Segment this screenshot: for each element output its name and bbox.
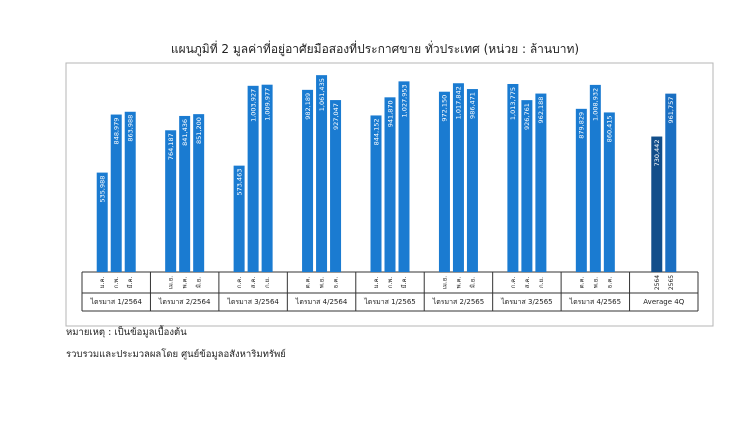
bar xyxy=(452,83,464,272)
x-tick-label: ก.พ. xyxy=(387,277,394,288)
source-note: รวบรวมและประมวลผลโดย ศูนย์ข้อมูลอสังหาริ… xyxy=(66,349,286,360)
x-tick-label: ส.ค. xyxy=(250,277,257,289)
bar xyxy=(96,172,108,272)
bar xyxy=(535,93,547,272)
bar xyxy=(603,112,615,272)
x-tick-label: พ.ย. xyxy=(319,277,326,288)
bar-value-label: 926,761 xyxy=(523,103,531,130)
bar xyxy=(507,83,519,273)
group-label: ไตรมาส 4/2565 xyxy=(569,297,622,306)
bar xyxy=(110,114,122,273)
x-tick-label: ก.ย. xyxy=(264,277,271,288)
bar xyxy=(575,108,587,272)
bar xyxy=(330,100,342,272)
bar xyxy=(589,84,601,272)
x-tick-label: ก.ย. xyxy=(538,277,545,288)
group-label: ไตรมาส 2/2564 xyxy=(158,297,211,306)
bar-value-label: 982,189 xyxy=(304,93,312,120)
plot-frame xyxy=(65,62,714,327)
x-tick-label: ธ.ค. xyxy=(606,277,613,289)
bar-value-label: 764,187 xyxy=(167,133,175,160)
x-tick-label: ต.ค. xyxy=(305,277,312,289)
x-tick-label: ก.ค. xyxy=(236,277,243,289)
bar xyxy=(521,100,533,272)
x-tick-label: ม.ค. xyxy=(373,277,380,289)
x-tick-label: ธ.ค. xyxy=(333,277,340,289)
chart-title: แผนภูมิที่ 2 มูลค่าที่อยู่อาศัยมือสองที่… xyxy=(170,42,580,56)
bar-value-label: 962,188 xyxy=(537,97,545,124)
bar-value-label: 844,152 xyxy=(372,118,380,145)
x-tick-label: เม.ย. xyxy=(441,276,448,289)
bar-value-label: 986,471 xyxy=(469,92,477,119)
bar-value-label: 927,047 xyxy=(332,103,340,130)
bar-value-label: 851,200 xyxy=(195,117,203,144)
group-label: ไตรมาส 4/2564 xyxy=(295,297,348,306)
footnote: หมายเหตุ : เป็นข้อมูลเบื้องต้น xyxy=(66,327,187,338)
bar-value-label: 863,988 xyxy=(127,115,135,142)
bar xyxy=(665,93,677,273)
bar xyxy=(370,115,382,272)
bar-value-label: 1,013,775 xyxy=(509,87,517,120)
bar-value-label: 730,442 xyxy=(653,140,661,167)
bar-value-label: 961,757 xyxy=(667,97,675,124)
bar xyxy=(651,136,663,272)
bar-value-label: 573,463 xyxy=(235,169,243,196)
x-tick-label: 2564 xyxy=(654,275,661,290)
bar xyxy=(165,130,177,272)
bar-value-label: 1,061,435 xyxy=(318,78,326,111)
bar xyxy=(398,81,410,272)
group-label: ไตรมาส 3/2564 xyxy=(226,297,279,306)
x-tick-label: มิ.ย. xyxy=(196,277,203,288)
bar xyxy=(466,89,478,272)
bar xyxy=(233,165,245,272)
bar xyxy=(261,84,273,272)
bar xyxy=(124,111,136,272)
bar-value-label: 1,008,932 xyxy=(592,88,600,121)
bar-value-label: 972,150 xyxy=(441,95,449,122)
x-tick-label: มิ.ย. xyxy=(469,277,476,288)
x-tick-label: ก.พ. xyxy=(113,277,120,288)
bar xyxy=(193,114,205,273)
bar-value-label: 879,829 xyxy=(578,112,586,139)
group-label: ไตรมาส 1/2564 xyxy=(89,297,142,306)
x-tick-label: พ.ค. xyxy=(182,277,189,289)
x-tick-label: มี.ค. xyxy=(126,277,134,289)
x-tick-label: 2565 xyxy=(668,275,675,290)
bar-value-label: 1,003,927 xyxy=(249,89,257,122)
bar-value-label: 1,017,842 xyxy=(455,86,463,119)
bar xyxy=(302,89,314,272)
group-label: ไตรมาส 2/2565 xyxy=(432,297,485,306)
bar-value-label: 860,415 xyxy=(606,115,614,142)
x-tick-label: เม.ย. xyxy=(168,276,175,289)
bar-value-label: 1,009,977 xyxy=(263,88,271,121)
bar-value-label: 848,979 xyxy=(113,118,121,145)
x-tick-label: ต.ค. xyxy=(578,277,585,289)
bar xyxy=(384,97,396,272)
x-tick-label: มี.ค. xyxy=(400,277,408,289)
x-tick-label: ก.ค. xyxy=(510,277,517,289)
bar-value-label: 535,988 xyxy=(99,176,107,203)
group-label: Average 4Q xyxy=(643,298,684,306)
bar-value-label: 941,870 xyxy=(386,100,394,127)
bar-value-label: 1,027,953 xyxy=(400,84,408,117)
group-label: ไตรมาส 3/2565 xyxy=(500,297,553,306)
x-tick-label: ม.ค. xyxy=(99,277,106,289)
x-tick-label: ส.ค. xyxy=(524,277,531,289)
x-tick-label: พ.ค. xyxy=(455,277,462,289)
bar xyxy=(247,85,259,273)
bar xyxy=(179,115,191,272)
bar-value-label: 841,436 xyxy=(181,119,189,146)
group-label: ไตรมาส 1/2565 xyxy=(363,297,416,306)
bar xyxy=(438,91,450,273)
bar xyxy=(316,75,328,272)
x-tick-label: พ.ย. xyxy=(592,277,599,288)
